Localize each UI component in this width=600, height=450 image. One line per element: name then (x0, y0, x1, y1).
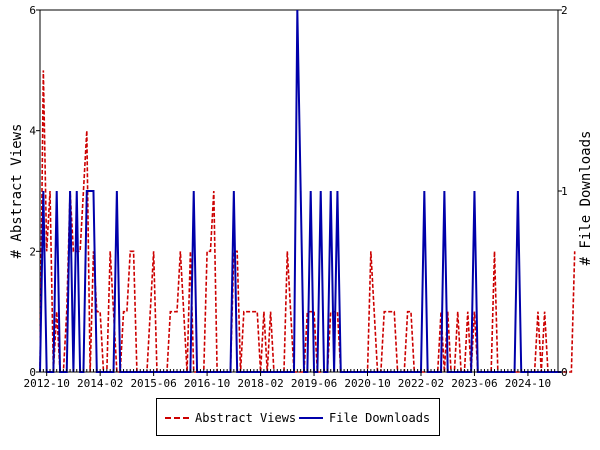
x-tick-label: 2016-10 (184, 377, 230, 390)
y-right-tick-label: 1 (561, 185, 568, 198)
x-tick-label: 2014-02 (77, 377, 123, 390)
y-right-tick-label: 0 (561, 366, 568, 379)
y-right-tick-label: 2 (561, 4, 568, 17)
x-tick-label: 2015-06 (130, 377, 176, 390)
x-tick-label: 2022-02 (398, 377, 444, 390)
y-left-tick-label: 2 (29, 245, 36, 258)
x-tick-label: 2012-10 (24, 377, 70, 390)
legend-swatch-abstract-views (165, 417, 189, 419)
legend-swatch-file-downloads (299, 417, 323, 419)
legend-item-file-downloads: File Downloads (299, 410, 430, 426)
y-left-tick-label: 4 (29, 125, 36, 138)
series-layer (39, 9, 576, 373)
series-line-file-downloads (39, 9, 562, 373)
legend: Abstract Views File Downloads (156, 398, 440, 436)
y-left-tick-label: 0 (29, 366, 36, 379)
x-tick-label: 2019-06 (291, 377, 337, 390)
x-tick-label: 2018-02 (237, 377, 283, 390)
y-left-tick-label: 6 (29, 4, 36, 17)
x-tick-label: 2020-10 (344, 377, 390, 390)
ticks-layer: 2012-10 2014-02 2015-06 2016-10 2018-02 2019-… (24, 4, 568, 390)
x-tick-label: 2023-06 (451, 377, 497, 390)
legend-item-abstract-views: Abstract Views (165, 410, 296, 426)
y-axis-right-title: # File Downloads (578, 131, 594, 266)
x-tick-label: 2024-10 (505, 377, 551, 390)
y-axis-left-title: # Abstract Views (9, 124, 25, 259)
legend-label-file-downloads: File Downloads (329, 411, 431, 425)
legend-label-abstract-views: Abstract Views (195, 411, 297, 425)
